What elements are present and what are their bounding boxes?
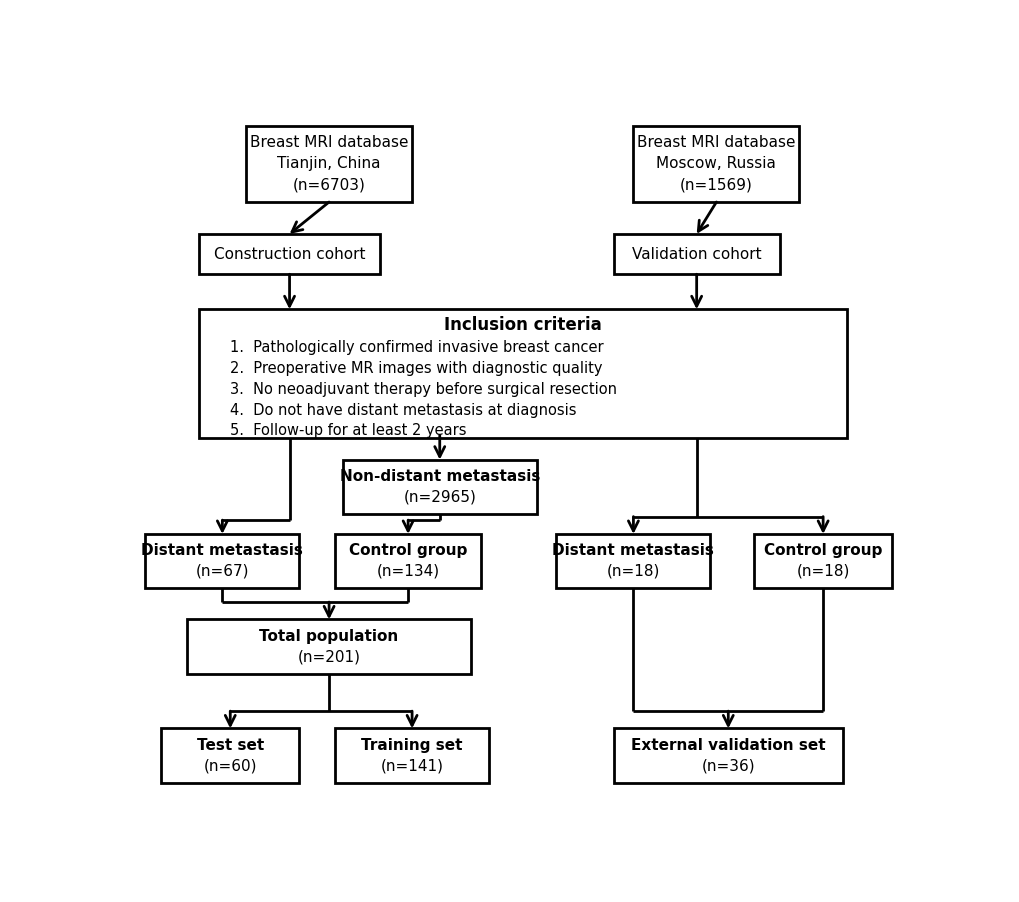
- FancyBboxPatch shape: [613, 729, 842, 783]
- Text: Breast MRI database: Breast MRI database: [250, 135, 408, 151]
- FancyBboxPatch shape: [145, 534, 300, 588]
- Text: (n=201): (n=201): [298, 649, 361, 665]
- Text: (n=1569): (n=1569): [680, 177, 752, 192]
- Text: (n=6703): (n=6703): [292, 177, 365, 192]
- Text: 3.  No neoadjuvant therapy before surgical resection: 3. No neoadjuvant therapy before surgica…: [230, 382, 616, 397]
- Text: External validation set: External validation set: [631, 738, 824, 752]
- Text: (n=36): (n=36): [701, 759, 754, 774]
- FancyBboxPatch shape: [199, 309, 846, 437]
- Text: (n=141): (n=141): [380, 759, 443, 774]
- Text: Total population: Total population: [259, 629, 398, 644]
- FancyBboxPatch shape: [555, 534, 710, 588]
- FancyBboxPatch shape: [246, 125, 412, 202]
- Text: Tianjin, China: Tianjin, China: [277, 156, 380, 171]
- Text: Breast MRI database: Breast MRI database: [637, 135, 795, 151]
- Text: Moscow, Russia: Moscow, Russia: [656, 156, 775, 171]
- Text: Distant metastasis: Distant metastasis: [552, 543, 713, 558]
- FancyBboxPatch shape: [342, 460, 536, 514]
- Text: (n=134): (n=134): [376, 564, 439, 579]
- FancyBboxPatch shape: [161, 729, 300, 783]
- Text: (n=2965): (n=2965): [403, 490, 476, 505]
- Text: 4.  Do not have distant metastasis at diagnosis: 4. Do not have distant metastasis at dia…: [230, 402, 576, 418]
- Text: Distant metastasis: Distant metastasis: [142, 543, 303, 558]
- Text: Test set: Test set: [197, 738, 264, 752]
- Text: Training set: Training set: [361, 738, 463, 752]
- Text: Construction cohort: Construction cohort: [214, 246, 365, 262]
- FancyBboxPatch shape: [199, 234, 380, 274]
- Text: Non-distant metastasis: Non-distant metastasis: [339, 469, 539, 483]
- Text: 1.  Pathologically confirmed invasive breast cancer: 1. Pathologically confirmed invasive bre…: [230, 340, 603, 355]
- Text: (n=18): (n=18): [606, 564, 659, 579]
- Text: (n=67): (n=67): [196, 564, 249, 579]
- Text: 2.  Preoperative MR images with diagnostic quality: 2. Preoperative MR images with diagnosti…: [230, 361, 602, 376]
- Text: (n=18): (n=18): [796, 564, 849, 579]
- FancyBboxPatch shape: [334, 534, 481, 588]
- FancyBboxPatch shape: [633, 125, 799, 202]
- FancyBboxPatch shape: [334, 729, 489, 783]
- Text: Control group: Control group: [348, 543, 467, 558]
- FancyBboxPatch shape: [186, 620, 471, 674]
- FancyBboxPatch shape: [753, 534, 892, 588]
- FancyBboxPatch shape: [613, 234, 779, 274]
- Text: (n=60): (n=60): [204, 759, 257, 774]
- Text: 5.  Follow-up for at least 2 years: 5. Follow-up for at least 2 years: [230, 423, 467, 438]
- Text: Validation cohort: Validation cohort: [631, 246, 761, 262]
- Text: Inclusion criteria: Inclusion criteria: [443, 316, 601, 334]
- Text: Control group: Control group: [763, 543, 881, 558]
